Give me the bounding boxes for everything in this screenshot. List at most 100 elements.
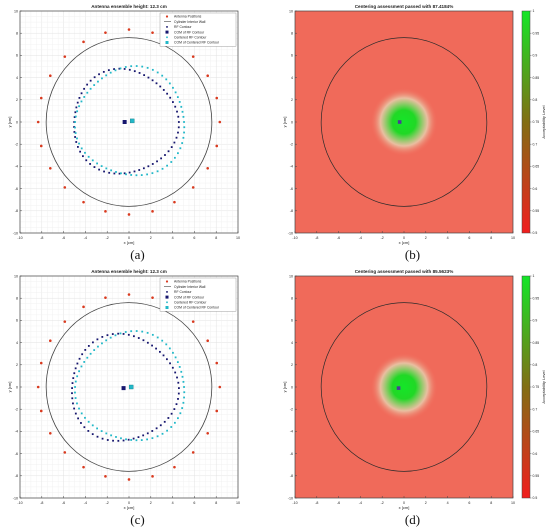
- antenna-scatter-chart-c: -10 -8 -6 -4 -2 0 2 4 6 8 10 -10 -8 -6 -4 -2 0 2 4 6 8 10 x [c…: [7, 269, 240, 510]
- chart-0-centered-contour-point: [178, 101, 181, 103]
- chart-0-title: Antenna ensemble height: 12.3 cm: [91, 4, 167, 9]
- chart-2-centered-contour-point: [146, 438, 149, 441]
- chart-0-centered-contour-point: [89, 87, 92, 90]
- chart-1-xtick-label: -4: [359, 236, 362, 240]
- chart-0-xtick-label: 10: [236, 236, 240, 240]
- chart-0-centered-contour-point: [93, 84, 96, 86]
- chart-0-legend-label: Antenna Positions: [174, 15, 202, 19]
- chart-3-ytick-label: -4: [290, 430, 293, 434]
- chart-0-rf-contour-point: [170, 146, 173, 148]
- chart-2-centered-contour-point: [78, 370, 80, 373]
- chart-2-centered-contour-point: [140, 439, 143, 441]
- chart-2-legend-label: COM of Centered RF Contour: [174, 306, 220, 310]
- chart-3-ytick-label: 0: [291, 385, 293, 389]
- chart-1-xtick-label: 6: [468, 236, 470, 240]
- chart-0-rf-contour-point: [79, 150, 82, 153]
- chart-0-centered-contour-point: [119, 67, 122, 70]
- chart-2-legend-swatch: [165, 280, 169, 283]
- chart-0-centered-contour-point: [115, 171, 117, 173]
- chart-0-rf-contour-point: [151, 79, 154, 82]
- chart-0-centered-contour-point: [78, 142, 80, 145]
- chart-2-centered-contour-point: [74, 391, 76, 394]
- chart-0-centered-contour-point: [151, 68, 154, 71]
- caption-b: (b): [404, 247, 421, 262]
- chart-2-rf-contour-point: [71, 382, 74, 384]
- chart-1-ytick-label: -4: [290, 165, 293, 169]
- chart-0-cylinder-wall: [45, 37, 213, 207]
- chart-0-rf-contour-point: [123, 172, 126, 175]
- chart-2-antenna-point: [151, 475, 154, 478]
- chart-0-centered-contour-point: [151, 172, 154, 175]
- chart-2-rf-contour-point: [101, 437, 104, 440]
- chart-0-xtick-label: -4: [84, 236, 87, 240]
- chart-0-antenna-point: [39, 96, 43, 100]
- chart-2-ytick-label: 4: [16, 341, 18, 345]
- chart-0-legend-swatch: [166, 26, 168, 28]
- chart-2-rf-contour-point: [146, 432, 149, 435]
- chart-2-rf-contour-point: [151, 344, 153, 347]
- chart-0-rf-contour-point: [138, 72, 141, 74]
- chart-2-antenna-point: [82, 305, 85, 309]
- chart-0-centered-contour-point: [161, 167, 164, 170]
- chart-0-antenna-point: [206, 166, 209, 170]
- chart-2-centered-contour-point: [181, 375, 184, 378]
- chart-0-ytick-label: 6: [16, 54, 18, 58]
- chart-0-centered-contour-point: [183, 126, 186, 129]
- chart-0-centered-contour-point: [97, 80, 99, 83]
- chart-2-rf-contour-point: [169, 362, 171, 365]
- chart-2-centered-contour-point: [125, 438, 127, 441]
- chart-0-centered-contour-point: [78, 105, 80, 108]
- chart-2-centered-contour-point: [182, 380, 185, 383]
- chart-2-centered-contour-point: [166, 429, 169, 432]
- chart-1-cylinder-wall: [320, 37, 488, 207]
- chart-0-rf-contour-point: [118, 172, 121, 175]
- chart-0-legend-label: COM of Centered RF Contour: [174, 41, 220, 45]
- chart-0-centered-contour-point: [125, 173, 127, 176]
- chart-1-colorbar-tick-label: 0.5: [533, 231, 538, 235]
- chart-2-rf-contour-point: [78, 357, 81, 360]
- chart-0-centered-contour-point: [146, 173, 149, 176]
- chart-2-rf-contour-point: [81, 353, 84, 356]
- chart-0-centered-contour-point: [130, 65, 133, 68]
- chart-2-legend-swatch: [165, 295, 169, 299]
- chart-0-centered-contour-point: [156, 170, 159, 173]
- chart-3-ytick-label: 8: [291, 297, 293, 301]
- chart-2-rf-contour-point: [74, 412, 77, 415]
- chart-2-centered-contour-point: [182, 401, 185, 404]
- chart-0-legend-box: [159, 12, 237, 47]
- panel-c: -10 -8 -6 -4 -2 0 2 4 6 8 10 -10 -8 -6 -4 -2 0 2 4 6 8 10 x [c…: [0, 265, 275, 530]
- chart-0-rf-contour-point: [98, 73, 100, 76]
- chart-2-centered-contour-point: [78, 407, 80, 410]
- chart-1-colorbar-tick-label: 0.75: [533, 120, 540, 124]
- chart-1-com-marker: [397, 120, 402, 124]
- chart-2-rf-contour-point: [155, 427, 158, 430]
- chart-2-rf-contour-point: [132, 437, 135, 440]
- chart-0-antenna-point: [206, 74, 209, 78]
- chart-0-centered-contour-point: [176, 96, 179, 99]
- chart-3-xtick-label: 2: [425, 501, 427, 505]
- chart-3-xtick-label: -8: [315, 501, 318, 505]
- chart-2-centered-contour-point: [74, 397, 77, 399]
- chart-2-centered-contour-point: [96, 427, 99, 430]
- chart-2-centered-contour-point: [87, 420, 90, 423]
- chart-0-rf-contour-point: [74, 136, 76, 138]
- chart-2-legend-label: Cylinder Interior Wall: [174, 285, 206, 289]
- chart-1-ytick-label: -6: [290, 187, 293, 191]
- chart-2-antenna-point: [127, 478, 131, 481]
- chart-0-rf-contour-point: [172, 101, 174, 103]
- chart-2-com-centered-marker: [128, 384, 134, 390]
- chart-3-xtick-label: -6: [337, 501, 340, 505]
- chart-3-xlabel: x [cm]: [399, 505, 410, 510]
- chart-2-rf-contour-point: [167, 417, 170, 419]
- acceptability-heatmap-d: -10 -8 -6 -4 -2 0 2 4 6 8 10 -10 -8 -6 -4 -2 0 2 4 6 8 10 x [c…: [282, 269, 546, 510]
- chart-2-centered-contour-point: [101, 342, 103, 345]
- chart-0-centered-contour-point: [181, 142, 184, 144]
- chart-0-ytick-label: 0: [16, 120, 18, 124]
- chart-0-antenna-point: [191, 55, 195, 58]
- chart-2-ytick-label: 8: [16, 297, 18, 301]
- chart-0-antenna-point: [49, 166, 52, 170]
- chart-2-legend-swatch: [166, 291, 168, 293]
- chart-2-rf-contour-point: [80, 422, 82, 424]
- chart-2-centered-contour-point: [74, 380, 77, 383]
- chart-0-centered-contour-point: [141, 65, 144, 68]
